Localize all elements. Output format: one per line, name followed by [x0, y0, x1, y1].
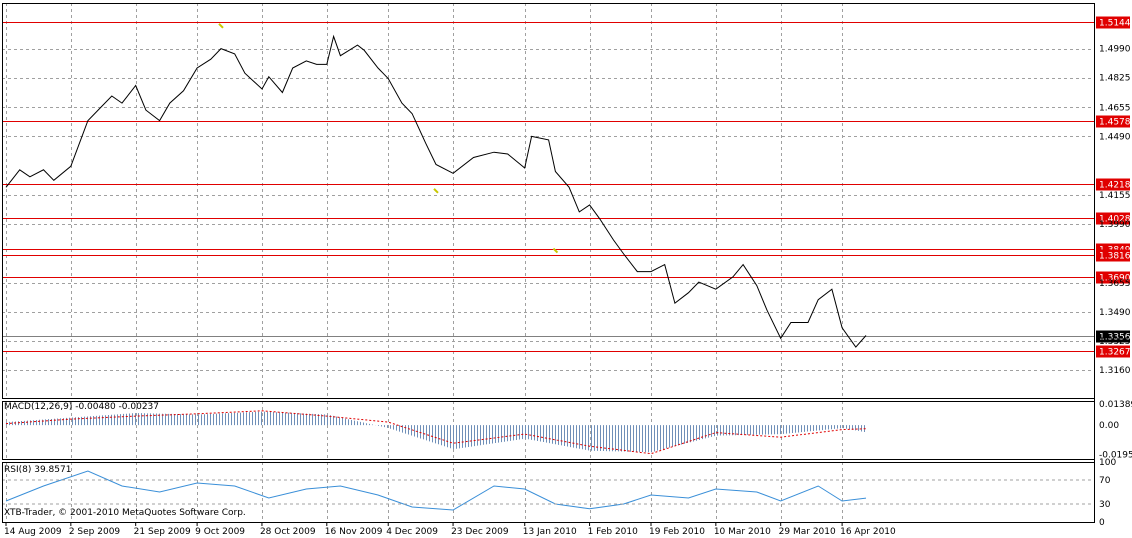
rsi-tick-label: 0: [1099, 518, 1105, 528]
x-tick-label: 9 Oct 2009: [195, 527, 245, 537]
macd-title: MACD(12,26,9) -0.00480 -0.00237: [4, 402, 159, 412]
level-label-bg: [1096, 345, 1130, 358]
x-tick-label: 19 Feb 2010: [649, 527, 705, 537]
rsi-tick-label: 100: [1099, 458, 1116, 468]
level-label: 1.3816: [1099, 252, 1131, 262]
level-label-bg: [1096, 16, 1130, 29]
rsi-panel: [2, 470, 1094, 511]
macd-frame: [2, 401, 1095, 460]
rsi-tick-label: 70: [1099, 476, 1111, 486]
price-tick-label: 1.4490: [1099, 132, 1131, 142]
x-tick-label: 13 Jan 2010: [523, 527, 577, 537]
fractal-marker: [218, 23, 224, 29]
x-tick-label: 23 Dec 2009: [451, 527, 509, 537]
x-tick-label: 16 Nov 2009: [325, 527, 383, 537]
level-label-bg: [1096, 178, 1130, 191]
price-panel: [5, 23, 867, 348]
macd-tick-label: 0.00: [1099, 421, 1119, 431]
level-label: 1.3267: [1099, 348, 1131, 358]
price-tick-label: 1.3160: [1099, 366, 1131, 376]
x-tick-label: 29 Mar 2010: [779, 527, 836, 537]
rsi-title: RSI(8) 39.8571: [4, 465, 71, 475]
current-price-label-bg: [1096, 330, 1130, 343]
x-tick-label: 16 Apr 2010: [840, 527, 896, 537]
macd-tick-label: -0.01954: [1099, 451, 1132, 461]
level-label: 1.4028: [1099, 215, 1131, 225]
grid: [2, 3, 1094, 522]
rsi-tick-label: 30: [1099, 500, 1111, 510]
macd-panel: [5, 410, 867, 455]
price-tick-label: 1.4990: [1099, 45, 1131, 55]
level-label: 1.4578: [1099, 118, 1131, 128]
rsi-line: [5, 470, 867, 511]
price-line: [5, 34, 867, 348]
level-label-bg: [1096, 115, 1130, 128]
x-tick-label: 2 Sep 2009: [69, 527, 121, 537]
price-tick-label: 1.4155: [1099, 191, 1131, 201]
x-tick-label: 21 Sep 2009: [134, 527, 191, 537]
x-tick-label: 10 Mar 2010: [714, 527, 771, 537]
fractal-marker: [433, 188, 439, 194]
price-tick-label: 1.3990: [1099, 220, 1131, 230]
x-tick-label: 28 Oct 2009: [260, 527, 316, 537]
price-tick-label: 1.3655: [1099, 279, 1131, 289]
price-tick-label: 1.4655: [1099, 103, 1131, 113]
x-tick-label: 4 Dec 2009: [386, 527, 438, 537]
price-tick-label: 1.3490: [1099, 308, 1131, 318]
current-price-label: 1.3356: [1099, 333, 1131, 343]
macd-tick-label: 0.01389: [1099, 400, 1132, 410]
horizontal-levels[interactable]: 1.51441.45781.42181.40281.38491.38161.36…: [2, 16, 1131, 358]
level-label-bg: [1096, 249, 1130, 262]
copyright-text: XTB-Trader, © 2001-2010 MetaQuotes Softw…: [4, 508, 246, 518]
panel-frames: [2, 3, 1095, 523]
x-tick-label: 1 Feb 2010: [588, 527, 639, 537]
price-frame: [2, 3, 1095, 399]
level-label-bg: [1096, 212, 1130, 225]
fractal-marker: [552, 247, 559, 254]
price-tick-label: 1.4825: [1099, 74, 1131, 84]
level-label-bg: [1096, 271, 1130, 284]
x-tick-label: 14 Aug 2009: [4, 527, 62, 537]
price-tick-label: 1.3325: [1099, 337, 1131, 347]
axes: 1.4990 1.4825 1.4655 1.4490 1.4155 1.3990 1.36…: [4, 45, 1132, 537]
level-label: 1.3690: [1099, 274, 1131, 284]
level-label: 1.5144: [1099, 19, 1131, 29]
level-label: 1.4218: [1099, 181, 1131, 191]
